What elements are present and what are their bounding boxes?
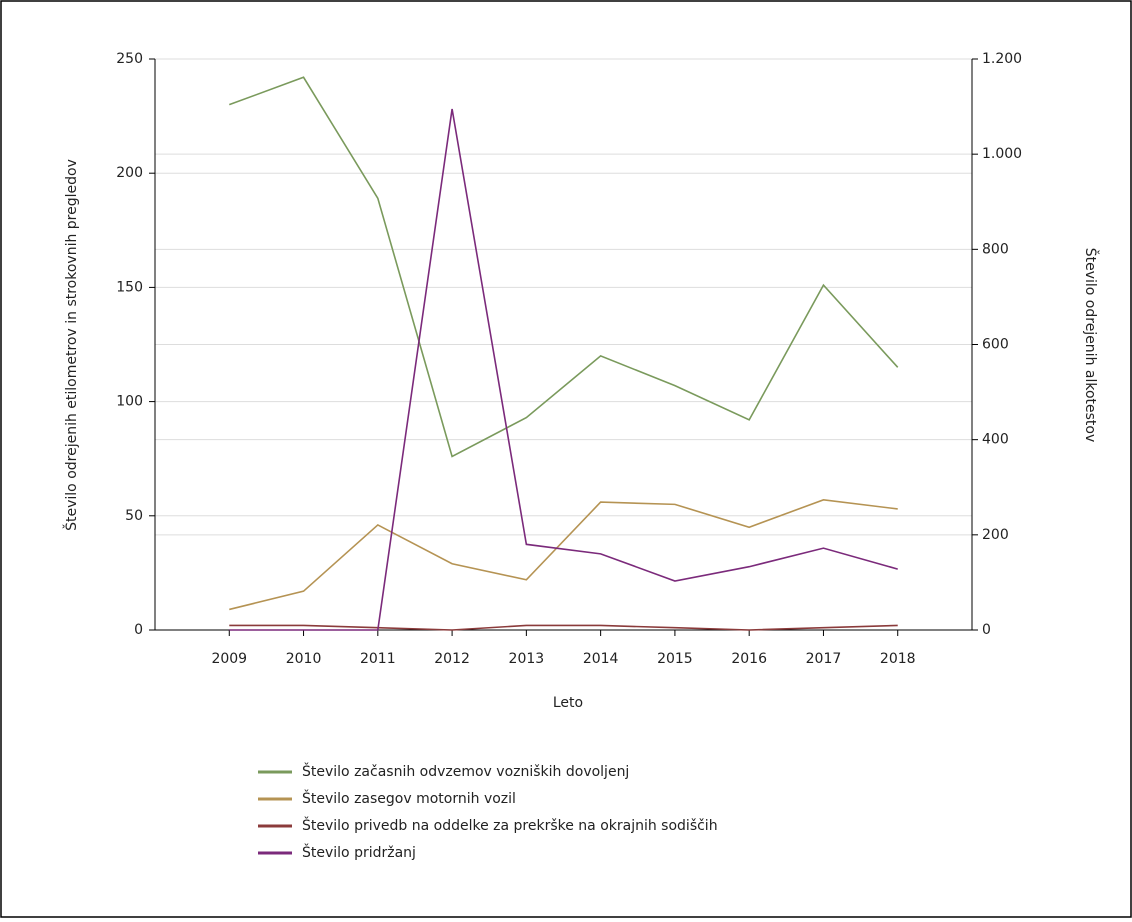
legend-label: Število pridržanj	[302, 843, 416, 861]
y-tick-label: 200	[116, 165, 143, 181]
legend-label: Število privedb na oddelke za prekrške n…	[302, 816, 718, 834]
y2-tick-label: 400	[982, 432, 1009, 448]
x-tick-label: 2013	[509, 651, 545, 667]
y2-tick-label: 600	[982, 337, 1009, 353]
x-tick-label: 2015	[657, 651, 693, 667]
y-tick-label: 100	[116, 394, 143, 410]
x-tick-label: 2018	[880, 651, 916, 667]
y-axis-title: Število odrejenih etilometrov in strokov…	[62, 159, 80, 531]
y2-tick-label: 1.200	[982, 51, 1022, 67]
series-line	[229, 624, 898, 631]
y2-axis-title: Število odrejenih alkotestov	[1082, 248, 1100, 443]
y-tick-label: 0	[134, 622, 143, 638]
y2-tick-label: 200	[982, 527, 1009, 543]
y-tick-label: 50	[125, 508, 143, 524]
y2-tick-label: 0	[982, 622, 991, 638]
x-tick-label: 2012	[434, 651, 470, 667]
series-line	[229, 108, 898, 631]
x-axis-title: Leto	[553, 695, 583, 711]
series-line	[228, 76, 899, 458]
legend-label: Število zasegov motornih vozil	[302, 789, 516, 807]
series-line	[229, 498, 898, 611]
x-tick-label: 2010	[286, 651, 322, 667]
x-tick-label: 2009	[211, 651, 247, 667]
x-tick-label: 2011	[360, 651, 396, 667]
y-tick-label: 250	[116, 51, 143, 67]
y2-tick-label: 1.000	[982, 146, 1022, 162]
legend-label: Število začasnih odvzemov vozniških dovo…	[302, 762, 629, 780]
x-tick-label: 2016	[731, 651, 767, 667]
y2-tick-label: 800	[982, 241, 1009, 257]
x-tick-label: 2017	[806, 651, 842, 667]
y-tick-label: 150	[116, 279, 143, 295]
x-tick-label: 2014	[583, 651, 619, 667]
